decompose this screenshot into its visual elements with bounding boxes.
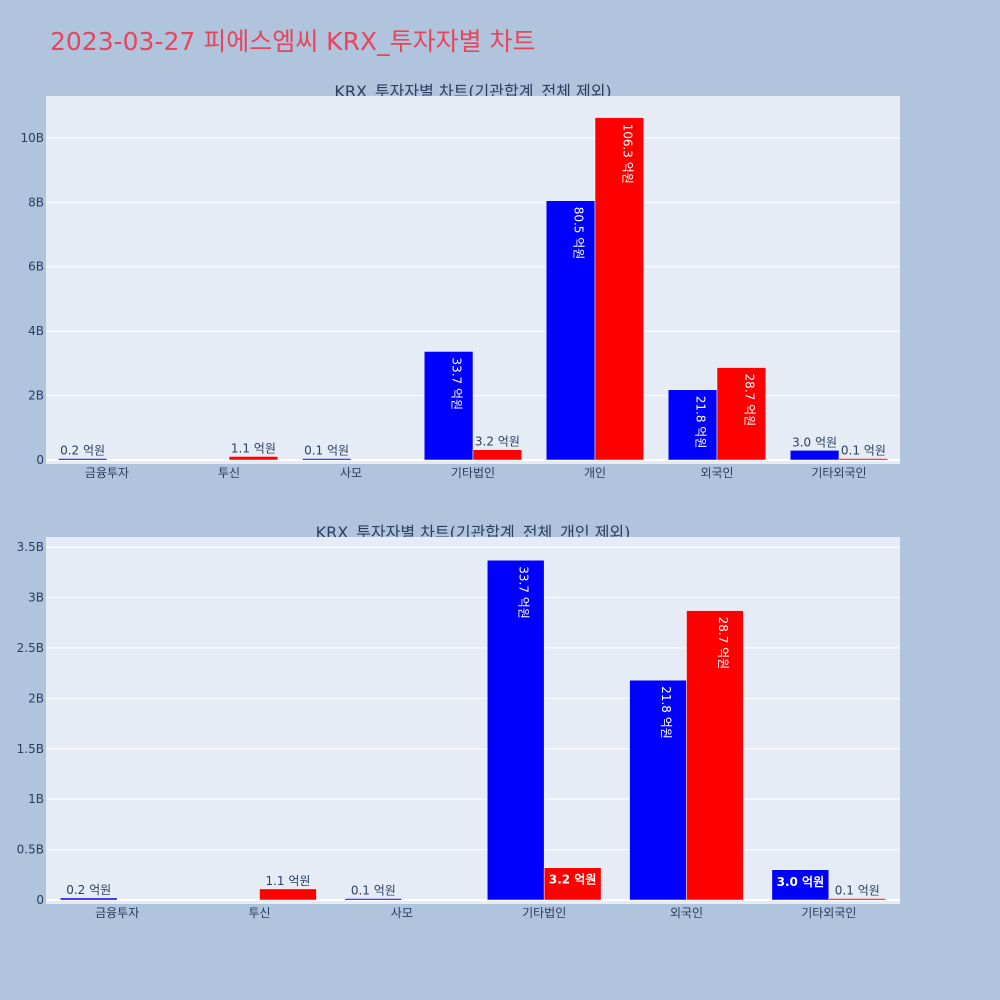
y-tick-label: 1.5B (17, 742, 44, 756)
bar (59, 897, 118, 901)
x-tick-label: 투신 (248, 906, 270, 920)
bar (667, 389, 718, 461)
y-tick-label: 4B (28, 324, 44, 338)
y-tick-label: 1B (28, 792, 44, 806)
bar (259, 888, 317, 901)
bar (486, 559, 545, 901)
data-label: 28.7 억원 (742, 374, 756, 427)
bar (545, 200, 596, 461)
data-label: 28.7 억원 (716, 617, 730, 670)
bar (543, 867, 602, 901)
y-tick-label: 8B (28, 195, 44, 209)
bar (771, 869, 830, 901)
page-title: 2023-03-27 피에스엠씨 KRX_투자자별 차트 (50, 27, 536, 56)
bar (828, 898, 887, 901)
x-tick-label: 기타외국인 (811, 466, 866, 480)
data-label: 106.3 억원 (620, 124, 634, 184)
bar (301, 458, 352, 461)
y-tick-label: 3B (28, 591, 44, 605)
data-label: 0.1 억원 (351, 884, 396, 898)
bar (423, 351, 474, 461)
x-tick-label: 금융투자 (85, 466, 129, 480)
plot-area (46, 537, 900, 904)
x-tick-label: 사모 (340, 466, 362, 480)
data-label: 21.8 억원 (694, 396, 708, 449)
bar (57, 458, 108, 461)
bar (629, 679, 687, 901)
data-label: 3.0 억원 (777, 875, 825, 889)
bar (472, 449, 523, 461)
bar (594, 117, 645, 461)
data-label: 0.1 억원 (841, 444, 886, 458)
x-tick-label: 기타외국인 (801, 906, 856, 920)
data-label: 0.2 억원 (60, 444, 105, 458)
y-tick-label: 0 (36, 893, 44, 907)
data-label: 33.7 억원 (517, 566, 531, 619)
y-tick-label: 10B (20, 131, 44, 145)
x-tick-label: 금융투자 (95, 906, 139, 920)
data-label: 0.2 억원 (66, 883, 111, 897)
data-label: 33.7 억원 (450, 357, 464, 410)
bar (838, 458, 889, 461)
data-label: 21.8 억원 (659, 686, 673, 739)
data-label: 1.1 억원 (265, 874, 310, 888)
data-label: 3.2 억원 (475, 435, 520, 449)
x-tick-label: 개인 (584, 466, 606, 480)
x-tick-label: 외국인 (670, 906, 703, 920)
data-label: 1.1 억원 (231, 441, 276, 455)
y-tick-label: 2B (28, 389, 44, 403)
x-tick-label: 사모 (391, 906, 413, 920)
bar (686, 610, 744, 901)
y-tick-label: 0.5B (17, 843, 44, 857)
data-label: 0.1 억원 (304, 444, 349, 458)
y-tick-label: 3.5B (17, 540, 44, 554)
y-tick-label: 0 (36, 453, 44, 467)
data-label: 0.1 억원 (835, 884, 880, 898)
data-label: 3.0 억원 (792, 435, 837, 449)
x-tick-label: 외국인 (700, 466, 733, 480)
data-label: 3.2 억원 (549, 873, 597, 887)
y-tick-label: 6B (28, 260, 44, 274)
bar (344, 898, 403, 901)
x-tick-label: 기타법인 (522, 906, 566, 920)
y-tick-label: 2B (28, 691, 44, 705)
x-tick-label: 투신 (218, 466, 240, 480)
x-tick-label: 기타법인 (451, 466, 495, 480)
bar (228, 456, 279, 461)
data-label: 80.5 억원 (572, 207, 586, 260)
bar (789, 450, 840, 461)
bar (716, 367, 767, 461)
y-tick-label: 2.5B (17, 641, 44, 655)
